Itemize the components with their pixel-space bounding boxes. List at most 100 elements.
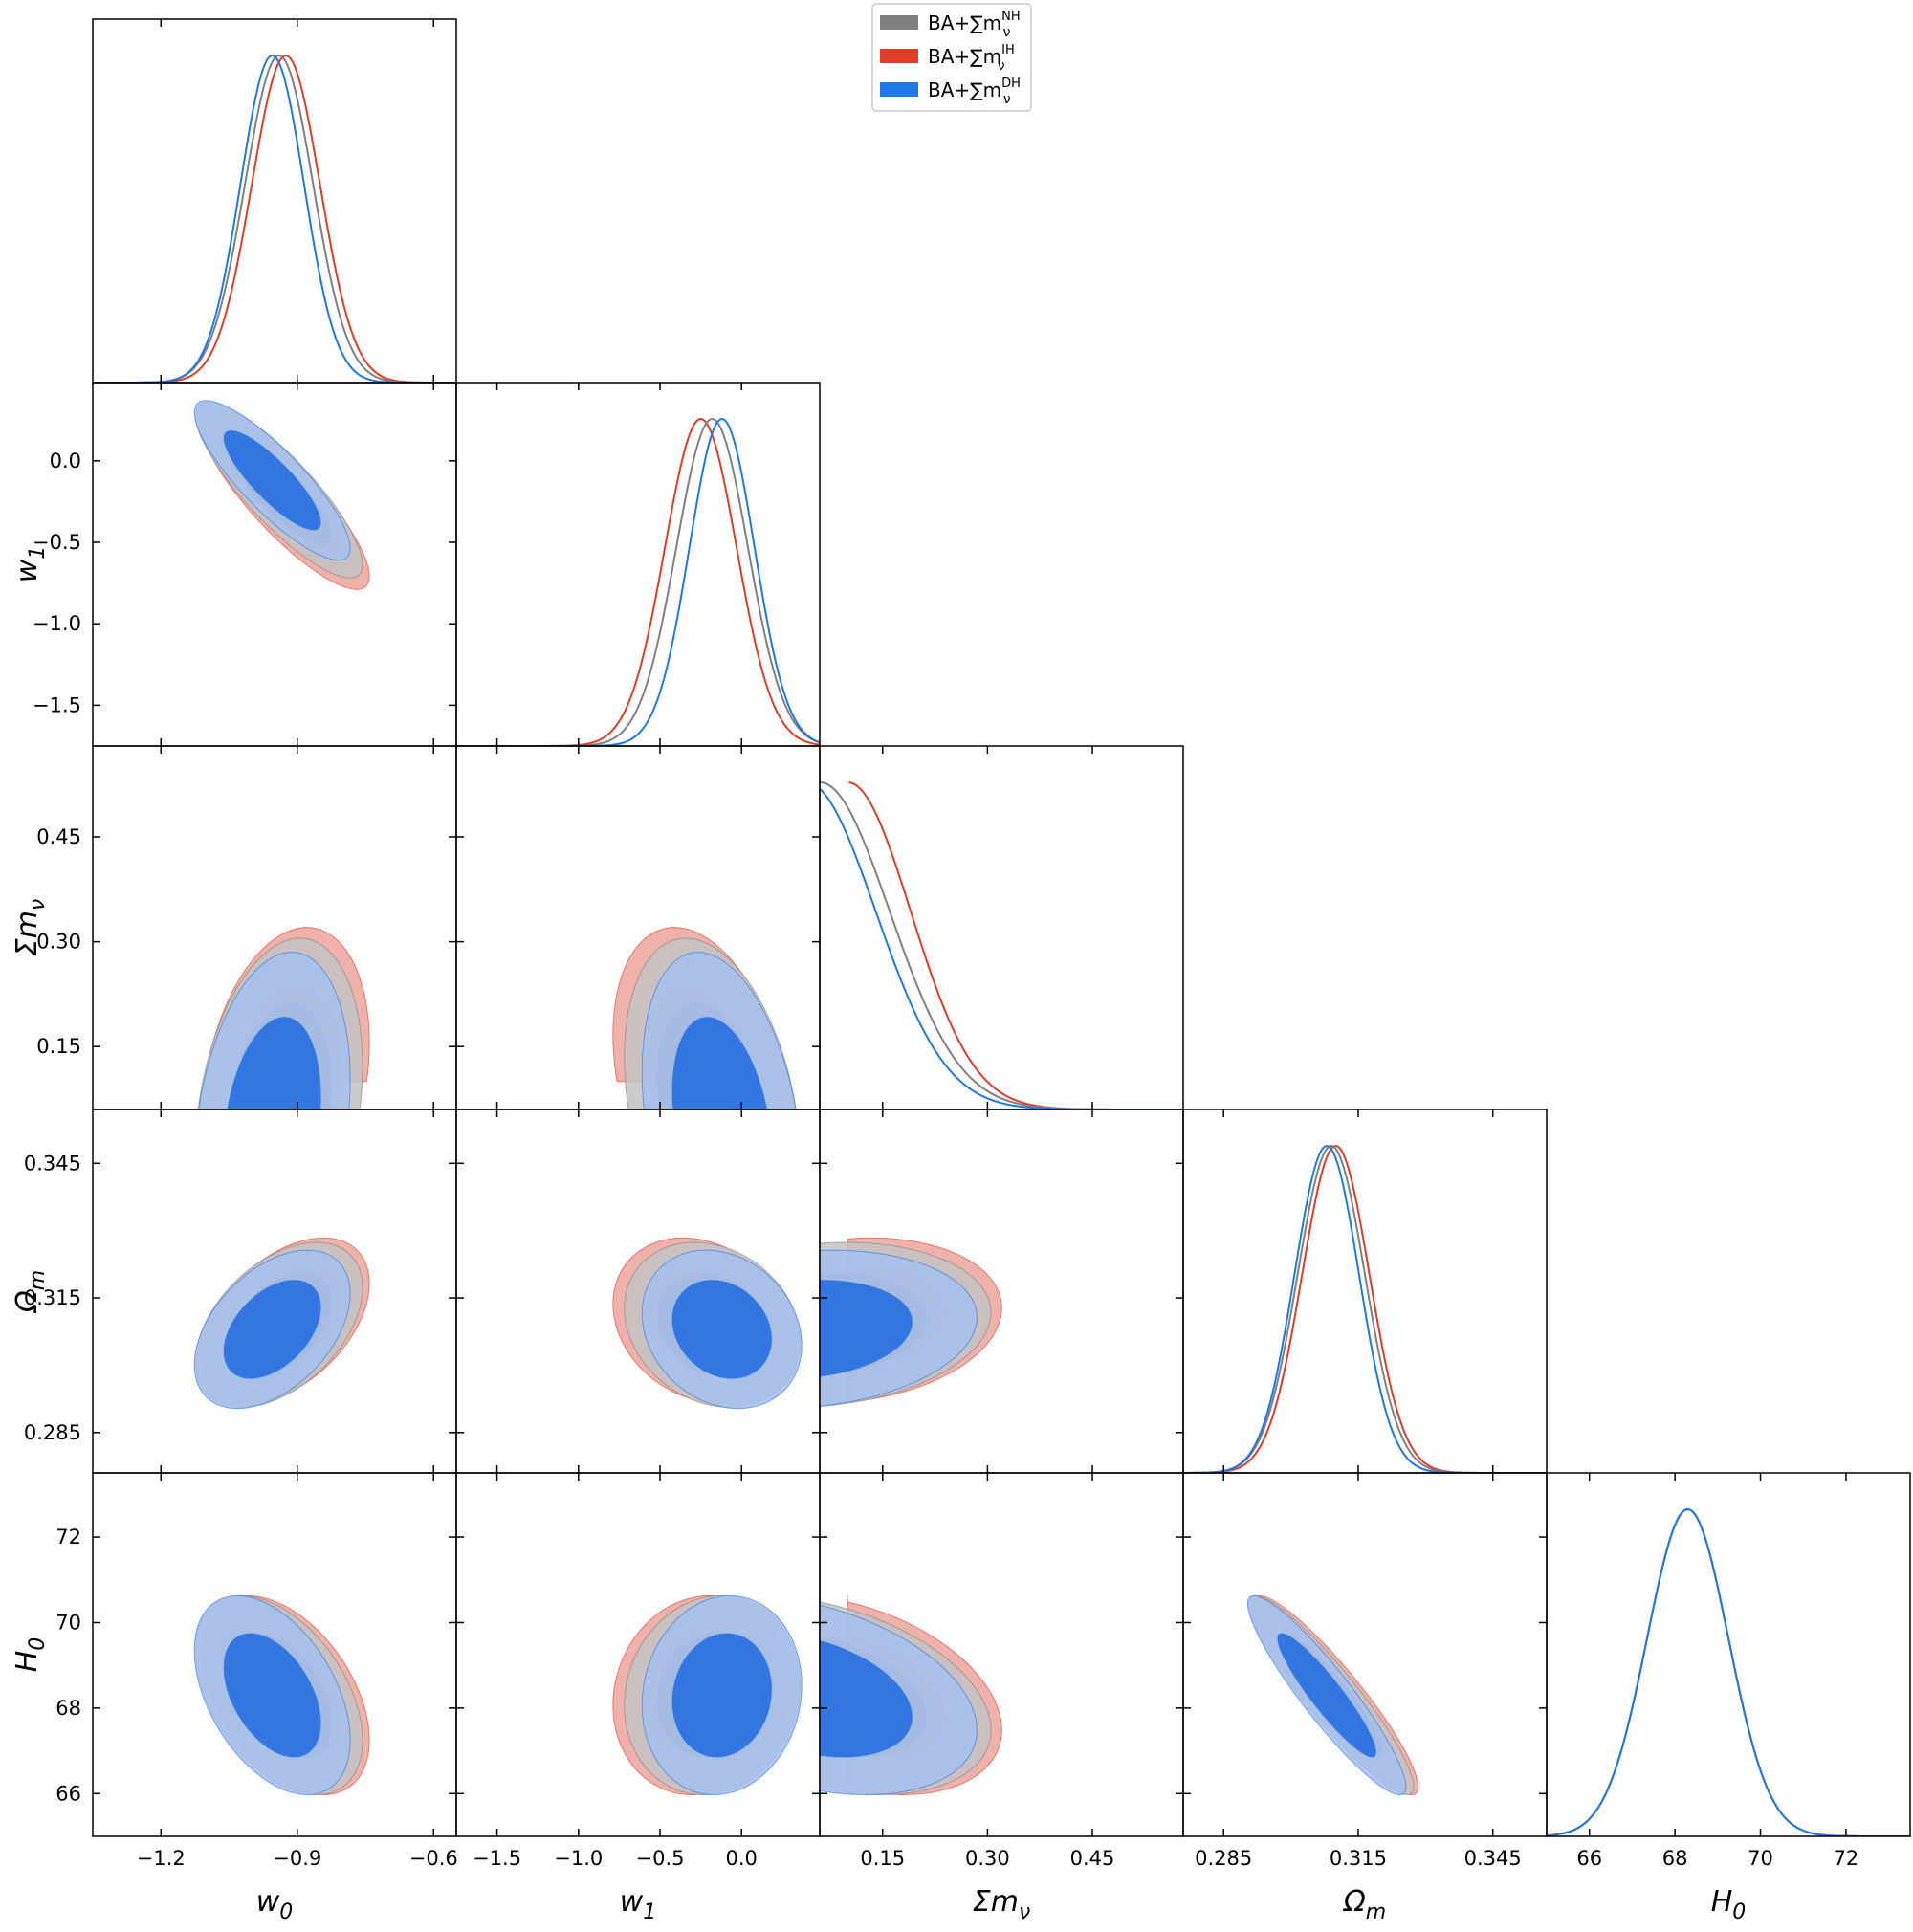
panel-H0-vs-w0 xyxy=(92,1472,457,1837)
contour-68-DH xyxy=(671,1633,773,1758)
y-tick-label-w1: −1.5 xyxy=(33,693,81,716)
x-tick-label-Omega_m: 0.315 xyxy=(1330,1847,1387,1870)
panel-sum_mnu-vs-w0 xyxy=(92,745,457,1110)
legend-label-IH: BA+∑mIH ν xyxy=(928,43,1015,74)
contour-68-DH xyxy=(223,1279,321,1379)
contour-68-DH xyxy=(227,1016,321,1109)
marginal-curve-NH xyxy=(93,55,456,383)
panel-content xyxy=(193,400,370,590)
x-tick-label-w0: −1.2 xyxy=(137,1847,186,1870)
panel-Omega_m-vs-w1 xyxy=(455,1109,821,1474)
marginal-curve-DH xyxy=(1547,1507,1910,1836)
panel-content xyxy=(193,1237,370,1410)
y-axis-label-H0: H0 xyxy=(11,1637,50,1673)
x-tick-label-H0: 68 xyxy=(1662,1847,1688,1870)
panel-content xyxy=(612,1237,803,1410)
marginal-curve-IH xyxy=(848,781,1183,1109)
x-axis-label-w1: w1 xyxy=(620,1885,657,1924)
y-tick-label-Omega_m: 0.285 xyxy=(24,1421,81,1444)
panel-content xyxy=(612,927,801,1109)
y-tick-label-sum_mnu: 0.30 xyxy=(36,931,81,954)
x-tick-label-Omega_m: 0.285 xyxy=(1195,1847,1252,1870)
y-tick-label-w1: −0.5 xyxy=(33,531,81,554)
panel-frame xyxy=(455,382,821,747)
marginal-curve-NH xyxy=(820,781,1183,1109)
panel-H0-vs-Omega_m xyxy=(1182,1472,1548,1837)
panel-Omega_m-vs-Omega_m xyxy=(1182,1109,1548,1474)
panel-frame xyxy=(819,745,1184,1110)
panel-content xyxy=(820,1237,1002,1408)
x-tick-label-sum_mnu: 0.30 xyxy=(965,1847,1010,1870)
y-axis-label-sum_mnu: Σmν xyxy=(11,899,50,956)
y-tick-label-H0: 68 xyxy=(55,1697,81,1720)
x-tick-label-w0: −0.9 xyxy=(273,1847,321,1870)
panel-Omega_m-vs-sum_mnu xyxy=(819,1109,1184,1474)
contour-68-DH xyxy=(223,430,321,531)
x-tick-label-sum_mnu: 0.15 xyxy=(860,1847,905,1870)
panel-content xyxy=(193,1594,370,1796)
x-axis-label-w0: w0 xyxy=(256,1885,294,1924)
x-tick-label-w1: −0.5 xyxy=(636,1847,685,1870)
y-tick-label-Omega_m: 0.315 xyxy=(24,1286,81,1309)
x-tick-label-w1: −1.0 xyxy=(554,1847,603,1870)
panel-content xyxy=(1246,1594,1419,1795)
y-tick-label-Omega_m: 0.345 xyxy=(24,1152,81,1175)
contour-68-DH xyxy=(820,1640,913,1758)
marginal-curve-IH xyxy=(1183,1144,1547,1473)
y-tick-label-w1: −1.0 xyxy=(33,612,81,635)
legend-swatch xyxy=(880,15,918,30)
y-tick-label-sum_mnu: 0.45 xyxy=(36,825,81,848)
panel-content xyxy=(820,1595,1002,1796)
panel-frame xyxy=(1546,1472,1911,1837)
panel-H0-vs-w1 xyxy=(455,1472,821,1837)
marginal-curve-DH xyxy=(1183,1144,1547,1473)
x-tick-label-w1: 0.0 xyxy=(726,1847,758,1870)
panel-content xyxy=(195,927,370,1109)
y-tick-label-sum_mnu: 0.15 xyxy=(36,1035,81,1058)
contour-68-DH xyxy=(223,1633,321,1758)
marginal-curve-DH xyxy=(820,788,1183,1109)
marginal-curve-DH xyxy=(93,54,456,383)
panel-sum_mnu-vs-w1 xyxy=(455,745,821,1110)
x-tick-label-w0: −0.6 xyxy=(409,1847,458,1870)
y-tick-label-H0: 70 xyxy=(55,1611,81,1634)
y-tick-label-H0: 72 xyxy=(55,1526,81,1548)
panel-sum_mnu-vs-sum_mnu xyxy=(819,745,1184,1110)
marginal-curve-IH xyxy=(93,54,456,383)
panel-H0-vs-H0 xyxy=(1546,1472,1911,1837)
x-tick-label-w1: −1.5 xyxy=(473,1847,521,1870)
legend-swatch xyxy=(880,49,918,63)
x-tick-label-H0: 72 xyxy=(1834,1847,1859,1870)
marginal-curve-NH xyxy=(1547,1507,1910,1836)
y-axis-label-w1: w1 xyxy=(11,546,50,583)
x-tick-label-H0: 66 xyxy=(1576,1847,1602,1870)
panel-content xyxy=(1547,1507,1910,1836)
legend: BA+∑mNH νBA+∑mIH νBA+∑mDH ν xyxy=(871,3,1032,112)
panel-frame xyxy=(1182,1109,1548,1474)
panel-Omega_m-vs-w0 xyxy=(92,1109,457,1474)
legend-swatch xyxy=(880,82,918,97)
x-tick-label-sum_mnu: 0.45 xyxy=(1070,1847,1115,1870)
panel-content xyxy=(612,1594,803,1796)
contour-68-DH xyxy=(671,1016,768,1109)
panel-content xyxy=(820,781,1183,1109)
panel-content xyxy=(1183,1144,1547,1473)
contour-68-DH xyxy=(671,1279,773,1379)
contour-68-DH xyxy=(1277,1633,1377,1758)
marginal-curve-IH xyxy=(456,418,820,746)
panel-frame xyxy=(1182,1472,1548,1837)
legend-label-DH: BA+∑mDH ν xyxy=(928,77,1021,107)
y-tick-label-H0: 66 xyxy=(55,1782,81,1805)
x-tick-label-H0: 70 xyxy=(1748,1847,1773,1870)
marginal-curve-DH xyxy=(456,417,820,746)
contour-68-DH xyxy=(820,1279,913,1377)
x-axis-label-sum_mnu: Σmν xyxy=(973,1885,1030,1924)
panel-H0-vs-sum_mnu xyxy=(819,1472,1184,1837)
panel-w0-vs-w0 xyxy=(92,18,457,384)
panel-content xyxy=(93,54,456,383)
x-axis-label-H0: H0 xyxy=(1711,1885,1747,1924)
x-tick-label-Omega_m: 0.345 xyxy=(1464,1847,1522,1870)
panel-w1-vs-w0 xyxy=(92,382,457,747)
